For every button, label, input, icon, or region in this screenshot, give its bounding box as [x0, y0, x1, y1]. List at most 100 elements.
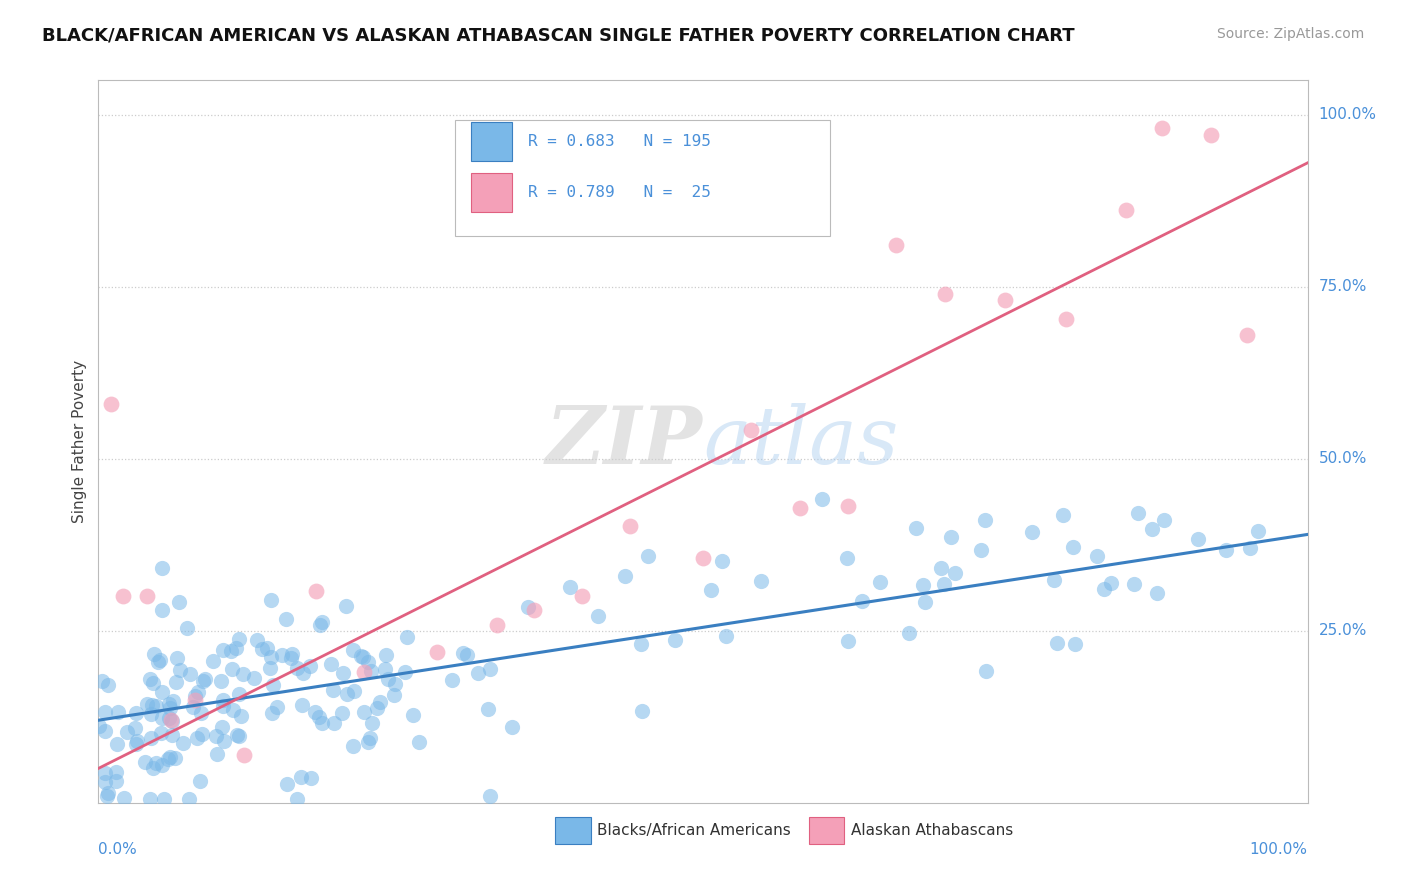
Point	[1054, 311, 1077, 326]
Point	[260, 706, 283, 721]
Point	[486, 618, 509, 632]
Point	[280, 647, 302, 661]
Point	[214, 734, 236, 748]
Point	[994, 293, 1017, 308]
Point	[1247, 524, 1270, 538]
Point	[664, 632, 686, 647]
Point	[179, 792, 201, 806]
Point	[1042, 573, 1064, 587]
Point	[145, 756, 167, 770]
Point	[96, 789, 118, 804]
Point	[382, 689, 405, 703]
Point	[163, 751, 186, 765]
Point	[149, 653, 172, 667]
Point	[219, 644, 242, 658]
Y-axis label: Single Father Poverty: Single Father Poverty	[72, 360, 87, 523]
Point	[262, 677, 284, 691]
Point	[280, 651, 302, 665]
Point	[1085, 549, 1108, 564]
Point	[150, 685, 173, 699]
Point	[402, 707, 425, 722]
Point	[107, 705, 129, 719]
Point	[837, 499, 859, 513]
FancyBboxPatch shape	[456, 120, 830, 235]
Point	[111, 590, 134, 604]
Point	[145, 698, 167, 713]
Point	[184, 692, 207, 706]
Point	[837, 550, 859, 565]
Text: BLACK/AFRICAN AMERICAN VS ALASKAN ATHABASCAN SINGLE FATHER POVERTY CORRELATION C: BLACK/AFRICAN AMERICAN VS ALASKAN ATHABA…	[42, 27, 1074, 45]
Point	[1215, 542, 1237, 557]
Point	[740, 423, 762, 437]
Point	[166, 651, 188, 665]
Point	[148, 655, 170, 669]
Point	[714, 629, 737, 643]
Point	[1239, 541, 1261, 555]
Point	[905, 521, 928, 535]
Point	[974, 513, 997, 527]
Text: Source: ZipAtlas.com: Source: ZipAtlas.com	[1216, 27, 1364, 41]
Point	[112, 791, 135, 805]
Point	[478, 789, 501, 804]
Point	[150, 603, 173, 617]
Point	[1063, 637, 1085, 651]
Point	[357, 655, 380, 669]
Text: 75.0%: 75.0%	[1319, 279, 1367, 294]
Point	[271, 648, 294, 662]
Text: Alaskan Athabascans: Alaskan Athabascans	[851, 822, 1012, 838]
Point	[710, 554, 733, 568]
Point	[630, 637, 652, 651]
Point	[357, 735, 380, 749]
Point	[1153, 513, 1175, 527]
Point	[586, 609, 609, 624]
Point	[256, 640, 278, 655]
Point	[157, 752, 180, 766]
Point	[934, 286, 956, 301]
Point	[932, 577, 955, 591]
Point	[931, 560, 953, 574]
Point	[188, 774, 211, 789]
Point	[141, 698, 163, 713]
Point	[290, 770, 312, 784]
Point	[330, 706, 353, 721]
Point	[142, 760, 165, 774]
Point	[1021, 525, 1043, 540]
Point	[211, 720, 233, 734]
Point	[285, 792, 308, 806]
Point	[335, 599, 357, 614]
Point	[167, 595, 190, 609]
Point	[181, 699, 204, 714]
Point	[160, 714, 183, 728]
Point	[291, 666, 314, 681]
Point	[285, 661, 308, 675]
Point	[311, 716, 333, 731]
Point	[374, 648, 396, 662]
Text: 100.0%: 100.0%	[1250, 842, 1308, 856]
Point	[869, 575, 891, 590]
Point	[1062, 541, 1084, 555]
Point	[176, 621, 198, 635]
Point	[837, 634, 859, 648]
Text: 100.0%: 100.0%	[1319, 107, 1376, 122]
Point	[1092, 582, 1115, 596]
Point	[451, 647, 474, 661]
Text: atlas: atlas	[703, 403, 898, 480]
Point	[342, 739, 364, 753]
Point	[426, 645, 449, 659]
Point	[222, 703, 245, 717]
Point	[477, 702, 499, 716]
Point	[637, 549, 659, 563]
Point	[299, 659, 322, 673]
Point	[187, 685, 209, 699]
Point	[221, 662, 243, 676]
Point	[440, 673, 463, 687]
Text: Blacks/African Americans: Blacks/African Americans	[596, 822, 790, 838]
Text: 0.0%: 0.0%	[98, 842, 138, 856]
Point	[191, 674, 214, 689]
Point	[789, 500, 811, 515]
Point	[134, 755, 156, 769]
Text: ZIP: ZIP	[546, 403, 703, 480]
Point	[749, 574, 772, 589]
Point	[157, 711, 180, 725]
Point	[558, 580, 581, 594]
